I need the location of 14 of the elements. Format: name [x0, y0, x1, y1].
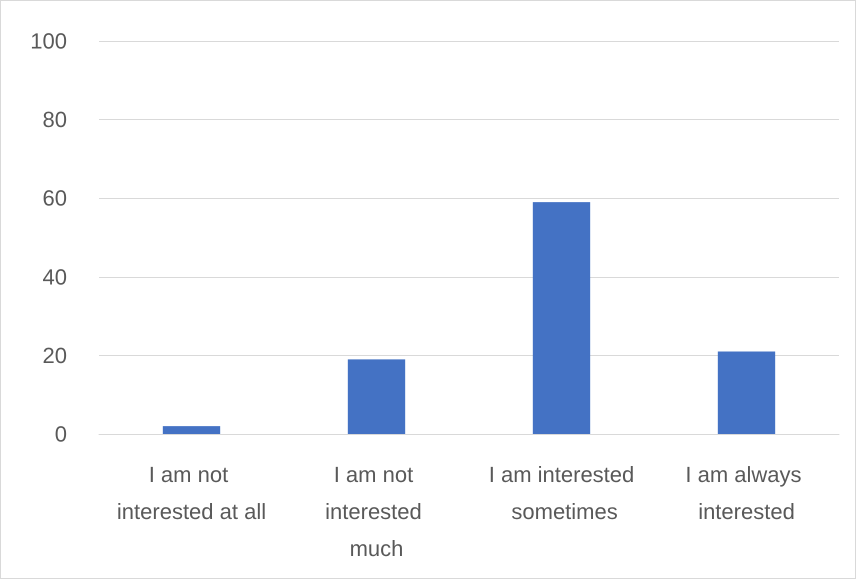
- x-tick-label: I am interested sometimes: [488, 462, 634, 524]
- y-tick-label: 40: [42, 264, 67, 290]
- bar: [162, 426, 220, 434]
- y-tick-label: 60: [42, 186, 67, 211]
- x-tick-label: I am not interested much: [325, 462, 428, 561]
- bar: [348, 359, 406, 434]
- x-tick-label: I am not interested at all: [116, 462, 266, 524]
- bar: [532, 202, 590, 434]
- y-tick-label: 0: [54, 422, 67, 446]
- x-tick-label: I am always interested: [685, 462, 808, 524]
- bar: [718, 351, 776, 434]
- y-tick-label: 80: [42, 107, 67, 132]
- y-tick-label: 20: [42, 342, 67, 368]
- y-tick-label: 100: [30, 28, 67, 54]
